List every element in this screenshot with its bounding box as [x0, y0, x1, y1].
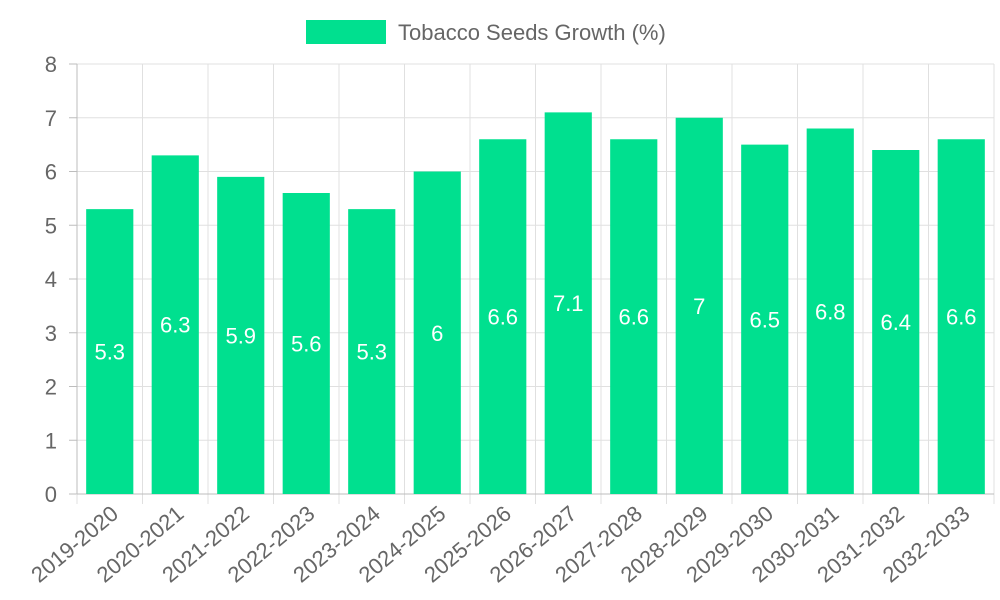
y-tick-label: 1 [45, 428, 57, 453]
bar[interactable] [282, 193, 330, 494]
bar[interactable] [937, 139, 985, 494]
bar[interactable] [544, 112, 592, 494]
bar-value-label: 7.1 [553, 291, 584, 316]
bar-value-label: 6.6 [487, 305, 518, 330]
bar-value-label: 5.3 [94, 340, 125, 365]
bar[interactable] [413, 171, 461, 495]
bar-value-label: 6.5 [749, 307, 780, 332]
bars: 5.3 6.3 5.9 5.6 5.3 6 6.6 7.1 6.6 7 6.5 6.8 6.4 6.6 [86, 112, 985, 494]
y-tick-label: 7 [45, 106, 57, 131]
bar[interactable] [610, 139, 658, 494]
bar-value-label: 6.6 [946, 305, 977, 330]
bar-value-label: 5.6 [291, 332, 322, 357]
y-axis-ticks: 0 1 2 3 4 5 6 7 8 [45, 52, 57, 507]
bar-value-label: 6.4 [880, 310, 911, 335]
bar-value-label: 6.6 [618, 305, 649, 330]
y-tick-label: 6 [45, 160, 57, 185]
bar[interactable] [151, 155, 199, 494]
bar[interactable] [675, 117, 723, 494]
y-tick-label: 5 [45, 213, 57, 238]
bar-value-label: 6.8 [815, 299, 846, 324]
legend-label: Tobacco Seeds Growth (%) [398, 20, 666, 45]
bar[interactable] [479, 139, 527, 494]
bar[interactable] [741, 144, 789, 494]
bar[interactable] [217, 176, 265, 494]
bar-value-label: 5.3 [356, 340, 387, 365]
bar[interactable] [86, 209, 134, 494]
legend[interactable]: Tobacco Seeds Growth (%) [306, 20, 666, 45]
y-tick-label: 4 [45, 267, 57, 292]
bar-value-label: 5.9 [225, 323, 256, 348]
y-tick-label: 0 [45, 482, 57, 507]
bar-value-label: 7 [693, 294, 705, 319]
y-tick-label: 8 [45, 52, 57, 77]
y-tick-label: 3 [45, 321, 57, 346]
x-axis-ticks: 2019-20202020-20212021-20222022-20232023… [26, 501, 974, 588]
bar[interactable] [806, 128, 854, 495]
grid [69, 63, 995, 504]
bar[interactable] [348, 209, 396, 494]
legend-swatch [306, 20, 386, 44]
bar-value-label: 6 [431, 321, 443, 346]
bar-value-label: 6.3 [160, 313, 191, 338]
bar[interactable] [872, 150, 920, 494]
y-tick-label: 2 [45, 375, 57, 400]
